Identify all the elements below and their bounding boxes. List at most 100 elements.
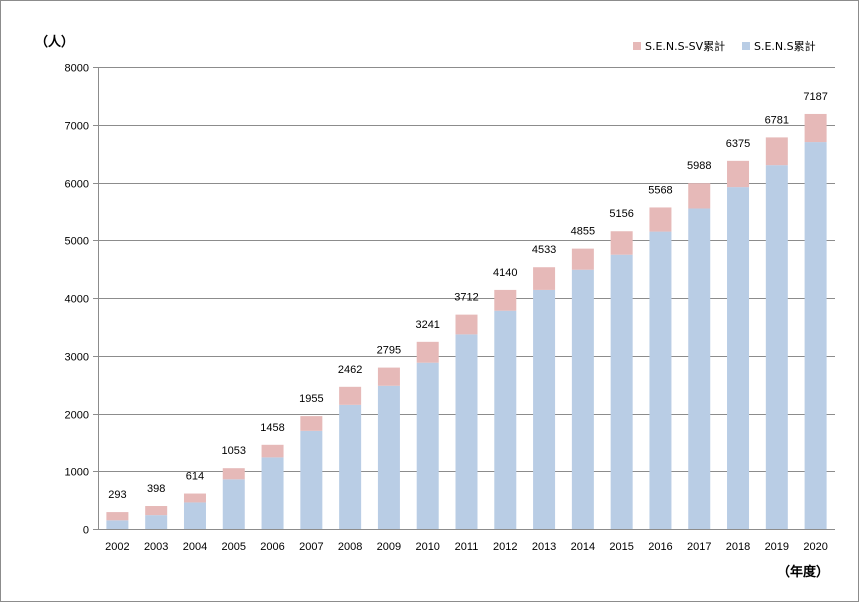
x-tick-label: 2015 <box>609 541 633 553</box>
bar-sens-sv <box>610 231 633 255</box>
y-tick-label: 3000 <box>65 352 89 364</box>
x-tick-label: 2005 <box>222 541 246 553</box>
bars <box>106 113 827 530</box>
data-labels: 293 398 614 1053 1458 1955 2462 2795 3241 3712 414… <box>108 91 828 501</box>
x-tick-label: 2008 <box>338 541 362 553</box>
total-label: 398 <box>147 483 165 495</box>
x-tick-label: 2006 <box>260 541 284 553</box>
total-label: 4533 <box>532 244 556 256</box>
legend-swatch <box>633 42 641 50</box>
total-label: 3241 <box>415 319 439 331</box>
bar-sens <box>183 502 206 529</box>
y-tick-label: 8000 <box>65 63 89 75</box>
bar-sens <box>222 479 245 529</box>
total-label: 2462 <box>338 364 362 376</box>
y-tick-label: 5000 <box>65 236 89 248</box>
bar-sens <box>416 362 439 529</box>
legend-item-sens: S.E.N.S累計 <box>742 39 816 53</box>
total-label: 3712 <box>454 292 478 304</box>
y-tick-label: 6000 <box>65 179 89 191</box>
bar-sens-sv <box>222 468 245 480</box>
bar-sens <box>300 430 323 529</box>
total-label: 5988 <box>687 160 711 172</box>
bar-sens-sv <box>455 314 478 335</box>
bar-sens <box>145 515 168 529</box>
total-label: 4140 <box>493 267 517 279</box>
bar-sens <box>533 289 556 529</box>
total-label: 614 <box>186 471 204 483</box>
x-tick-label: 2018 <box>726 541 750 553</box>
y-tick-label: 7000 <box>65 121 89 133</box>
bar-sens-sv <box>261 444 284 458</box>
x-tick-label: 2011 <box>455 541 479 553</box>
total-label: 6781 <box>765 114 789 126</box>
bar-sens-sv <box>727 160 750 188</box>
bar-sens <box>765 165 788 530</box>
bar-sens-sv <box>416 341 439 363</box>
legend-label: S.E.N.S累計 <box>754 39 816 53</box>
bar-sens <box>688 208 711 530</box>
bar-sens-sv <box>804 113 827 143</box>
bar-sens <box>377 385 400 529</box>
total-label: 1458 <box>260 422 284 434</box>
y-tick-label: 2000 <box>65 410 89 422</box>
bar-sens <box>261 457 284 529</box>
bar-sens-sv <box>145 506 168 516</box>
bar-sens <box>804 142 827 529</box>
bar-sens-sv <box>688 183 711 209</box>
bar-sens-sv <box>765 137 788 166</box>
x-tick-label: 2017 <box>687 541 711 553</box>
bar-sens <box>571 269 594 529</box>
x-tick-label: 2009 <box>377 541 401 553</box>
bar-sens <box>106 520 129 529</box>
bar-sens-sv <box>300 416 323 431</box>
total-label: 1955 <box>299 393 323 405</box>
x-tick-label: 2010 <box>415 541 439 553</box>
total-label: 293 <box>108 489 126 501</box>
x-tick-label: 2013 <box>532 541 556 553</box>
x-tick-labels: 2002 2003 2004 2005 2006 2007 2008 2009 2010 2011… <box>105 541 828 553</box>
total-label: 5156 <box>609 208 633 220</box>
x-unit-label: （年度） <box>777 564 829 580</box>
bar-sens-sv <box>183 493 206 503</box>
bar-sens <box>455 334 478 529</box>
bar-sens-sv <box>571 248 594 270</box>
x-tick-label: 2020 <box>803 541 827 553</box>
x-tick-label: 2019 <box>765 541 789 553</box>
total-label: 2795 <box>377 345 401 357</box>
bar-sens <box>649 231 672 529</box>
x-tick-label: 2007 <box>299 541 323 553</box>
y-unit-label: （人） <box>35 34 74 50</box>
x-tick-label: 2016 <box>648 541 672 553</box>
bar-sens <box>339 404 362 529</box>
legend-swatch <box>742 42 750 50</box>
total-label: 7187 <box>803 91 827 103</box>
bar-sens-sv <box>649 207 672 232</box>
x-tick-label: 2004 <box>183 541 207 553</box>
y-tick-label: 0 <box>83 525 89 537</box>
total-label: 6375 <box>726 138 750 150</box>
bar-sens-sv <box>377 367 400 386</box>
bar-sens-sv <box>533 267 556 290</box>
x-tick-label: 2003 <box>144 541 168 553</box>
bar-sens-sv <box>106 512 129 521</box>
y-tick-label: 1000 <box>65 467 89 479</box>
legend-item-sens-sv: S.E.N.S-SV累計 <box>633 39 725 53</box>
bar-sens-sv <box>339 386 362 405</box>
total-label: 4855 <box>571 226 595 238</box>
bar-sens-sv <box>494 289 517 311</box>
y-tick-labels: 0 1000 2000 3000 4000 5000 6000 7000 8000 <box>65 63 89 537</box>
bar-sens <box>610 254 633 529</box>
bar-sens <box>494 310 517 529</box>
total-label: 5568 <box>648 184 672 196</box>
x-tick-label: 2012 <box>493 541 517 553</box>
legend-label: S.E.N.S-SV累計 <box>645 39 725 53</box>
total-label: 1053 <box>222 445 246 457</box>
legend: S.E.N.S-SV累計 S.E.N.S累計 <box>633 39 816 53</box>
x-tick-label: 2002 <box>105 541 129 553</box>
x-tick-label: 2014 <box>571 541 595 553</box>
bar-sens <box>727 187 750 529</box>
axes <box>98 67 835 530</box>
